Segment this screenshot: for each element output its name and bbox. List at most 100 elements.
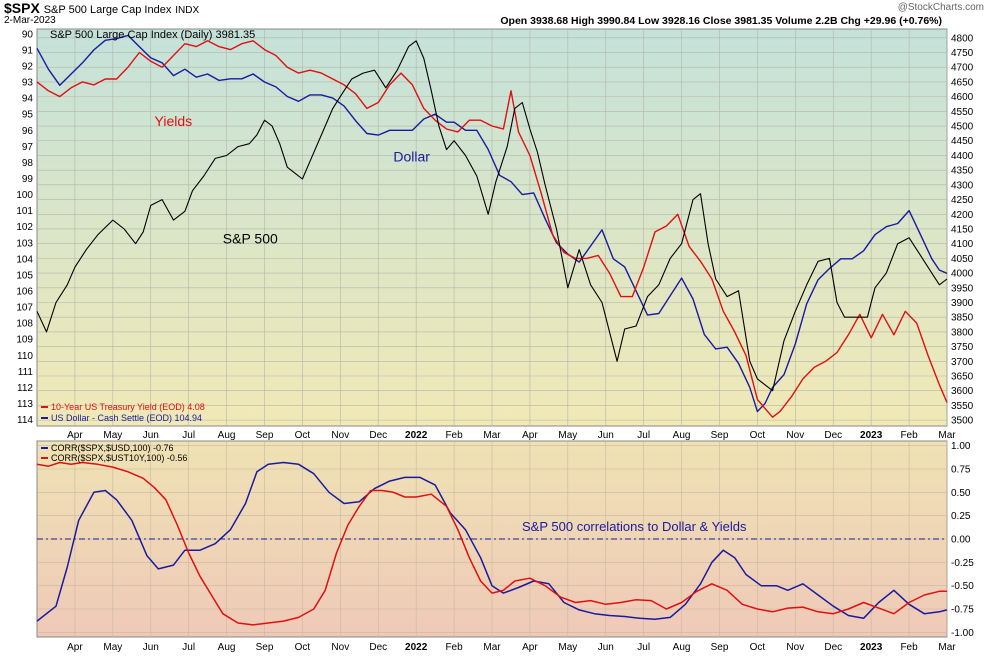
price-left-tick-label: 103: [16, 238, 33, 249]
corr-y-tick-label: 0.50: [951, 488, 971, 499]
price-left-tick-label: 105: [16, 270, 33, 281]
price-x-tick-label: 2022: [405, 430, 428, 441]
corr-x-tick-label: May: [103, 642, 122, 653]
price-right-tick-label: 4050: [951, 254, 974, 265]
corr-x-tick-label: Oct: [295, 642, 311, 653]
price-legend-label: 10-Year US Treasury Yield (EOD) 4.08: [51, 402, 205, 412]
corr-y-tick-label: 0.25: [951, 511, 971, 522]
price-right-tick-label: 4600: [951, 92, 974, 103]
price-left-tick-label: 111: [18, 367, 34, 378]
price-right-tick-label: 4700: [951, 63, 974, 74]
price-left-tick-label: 96: [22, 126, 34, 137]
corr-y-tick-label: -0.50: [951, 581, 974, 592]
price-right-tick-label: 3850: [951, 313, 974, 324]
price-series-line-yields: [36, 40, 948, 418]
price-right-tick-label: 4550: [951, 107, 974, 118]
corr-x-tick-label: Aug: [673, 642, 691, 653]
price-annotation: S&P 500: [223, 231, 278, 247]
price-x-tick-label: Apr: [67, 430, 83, 441]
price-right-tick-label: 4350: [951, 166, 974, 177]
correlation-panel-grid: [37, 441, 948, 637]
price-right-tick-label: 4100: [951, 239, 974, 250]
corr-series-line-corr_usd: [36, 461, 948, 622]
corr-x-tick-label: May: [558, 642, 577, 653]
price-right-tick-label: 3700: [951, 357, 974, 368]
correlation-panel: 1.00 0.75 0.50 0.25 0.00 -0.25 -0.50 -0.75 -1.00…: [36, 440, 974, 653]
correlation-annotation: S&P 500 correlations to Dollar & Yields: [522, 519, 747, 534]
corr-y-tick-label: -0.75: [951, 605, 974, 616]
price-left-tick-label: 113: [17, 399, 33, 410]
price-panel-series: [36, 34, 948, 418]
price-right-tick-label: 3950: [951, 283, 974, 294]
price-panel-grid: [37, 29, 948, 426]
price-x-tick-label: Feb: [900, 430, 918, 441]
price-right-tick-label: 4500: [951, 122, 974, 133]
price-x-tick-label: Jun: [143, 430, 159, 441]
corr-x-tick-label: Feb: [445, 642, 463, 653]
corr-x-tick-label: 2023: [860, 642, 883, 653]
price-left-tick-label: 102: [16, 222, 33, 233]
price-right-tick-label: 3900: [951, 298, 974, 309]
corr-x-tick-label: Mar: [483, 642, 501, 653]
price-right-tick-label: 3550: [951, 401, 974, 412]
chart-date: 2-Mar-2023: [4, 15, 56, 26]
price-panel: 3500 3550 3600 3650 3700 3750 3800 3850 3900 3950…: [16, 28, 974, 441]
price-right-tick-label: 4300: [951, 180, 974, 191]
price-right-tick-label: 3800: [951, 327, 974, 338]
price-left-tick-label: 100: [16, 190, 33, 201]
price-right-tick-label: 4450: [951, 136, 974, 147]
price-left-tick-label: 104: [16, 254, 33, 265]
price-x-tick-label: Jul: [182, 430, 195, 441]
corr-y-tick-label: -0.25: [951, 558, 974, 569]
corr-x-tick-label: Nov: [331, 642, 349, 653]
price-panel-axes: 3500 3550 3600 3650 3700 3750 3800 3850 3900 3950…: [16, 29, 973, 441]
corr-x-tick-label: Sep: [711, 642, 729, 653]
corr-x-tick-label: Feb: [900, 642, 918, 653]
price-x-tick-label: Aug: [673, 430, 691, 441]
price-right-tick-label: 4800: [951, 33, 974, 44]
price-legend-title: S&P 500 Large Cap Index (Daily) 3981.35: [50, 29, 255, 41]
corr-x-tick-label: Mar: [938, 642, 956, 653]
price-x-tick-label: Feb: [445, 430, 463, 441]
correlation-panel-axes: 1.00 0.75 0.50 0.25 0.00 -0.25 -0.50 -0.75 -1.00…: [67, 441, 974, 653]
price-series-line-dollar: [36, 34, 948, 413]
price-x-tick-label: Jul: [637, 430, 650, 441]
price-annotation: Dollar: [393, 148, 430, 164]
price-right-tick-label: 3750: [951, 342, 974, 353]
price-x-tick-label: Sep: [256, 430, 274, 441]
corr-y-tick-label: 0.00: [951, 535, 971, 546]
price-left-tick-label: 108: [16, 319, 33, 330]
corr-x-tick-label: Jul: [637, 642, 650, 653]
price-annotations: Yields Dollar S&P 500: [155, 113, 431, 247]
price-right-tick-label: 4650: [951, 77, 974, 88]
price-x-tick-label: May: [558, 430, 577, 441]
brand-watermark: @StockCharts.com: [897, 2, 984, 13]
correlation-panel-series: [36, 461, 948, 626]
price-left-tick-label: 99: [22, 174, 34, 185]
corr-y-tick-label: 1.00: [951, 441, 971, 452]
corr-x-tick-label: Apr: [522, 642, 538, 653]
price-left-tick-label: 92: [22, 61, 34, 72]
price-left-tick-label: 91: [22, 45, 34, 56]
price-x-tick-label: May: [103, 430, 122, 441]
price-x-tick-label: Sep: [711, 430, 729, 441]
corr-x-tick-label: Nov: [786, 642, 804, 653]
corr-x-tick-label: Jun: [598, 642, 614, 653]
price-right-tick-label: 3500: [951, 416, 974, 427]
symbol-title: $SPX S&P 500 Large Cap Index INDX: [4, 0, 199, 16]
price-right-tick-label: 4400: [951, 151, 974, 162]
corr-x-tick-label: 2022: [405, 642, 428, 653]
price-left-tick-label: 95: [22, 110, 34, 121]
corr-x-tick-label: Dec: [824, 642, 842, 653]
price-left-tick-label: 112: [17, 383, 33, 394]
price-x-tick-label: Mar: [938, 430, 956, 441]
price-x-tick-label: Aug: [218, 430, 236, 441]
price-right-tick-label: 3650: [951, 372, 974, 383]
price-right-tick-label: 4750: [951, 48, 974, 59]
price-left-tick-label: 97: [22, 142, 34, 153]
price-left-tick-label: 114: [17, 415, 33, 426]
ohlc-summary: Open 3938.68 High 3990.84 Low 3928.16 Cl…: [500, 15, 942, 27]
corr-legend-label: CORR($SPX,$USD,100) -0.76: [51, 443, 174, 453]
corr-x-tick-label: Jun: [143, 642, 159, 653]
